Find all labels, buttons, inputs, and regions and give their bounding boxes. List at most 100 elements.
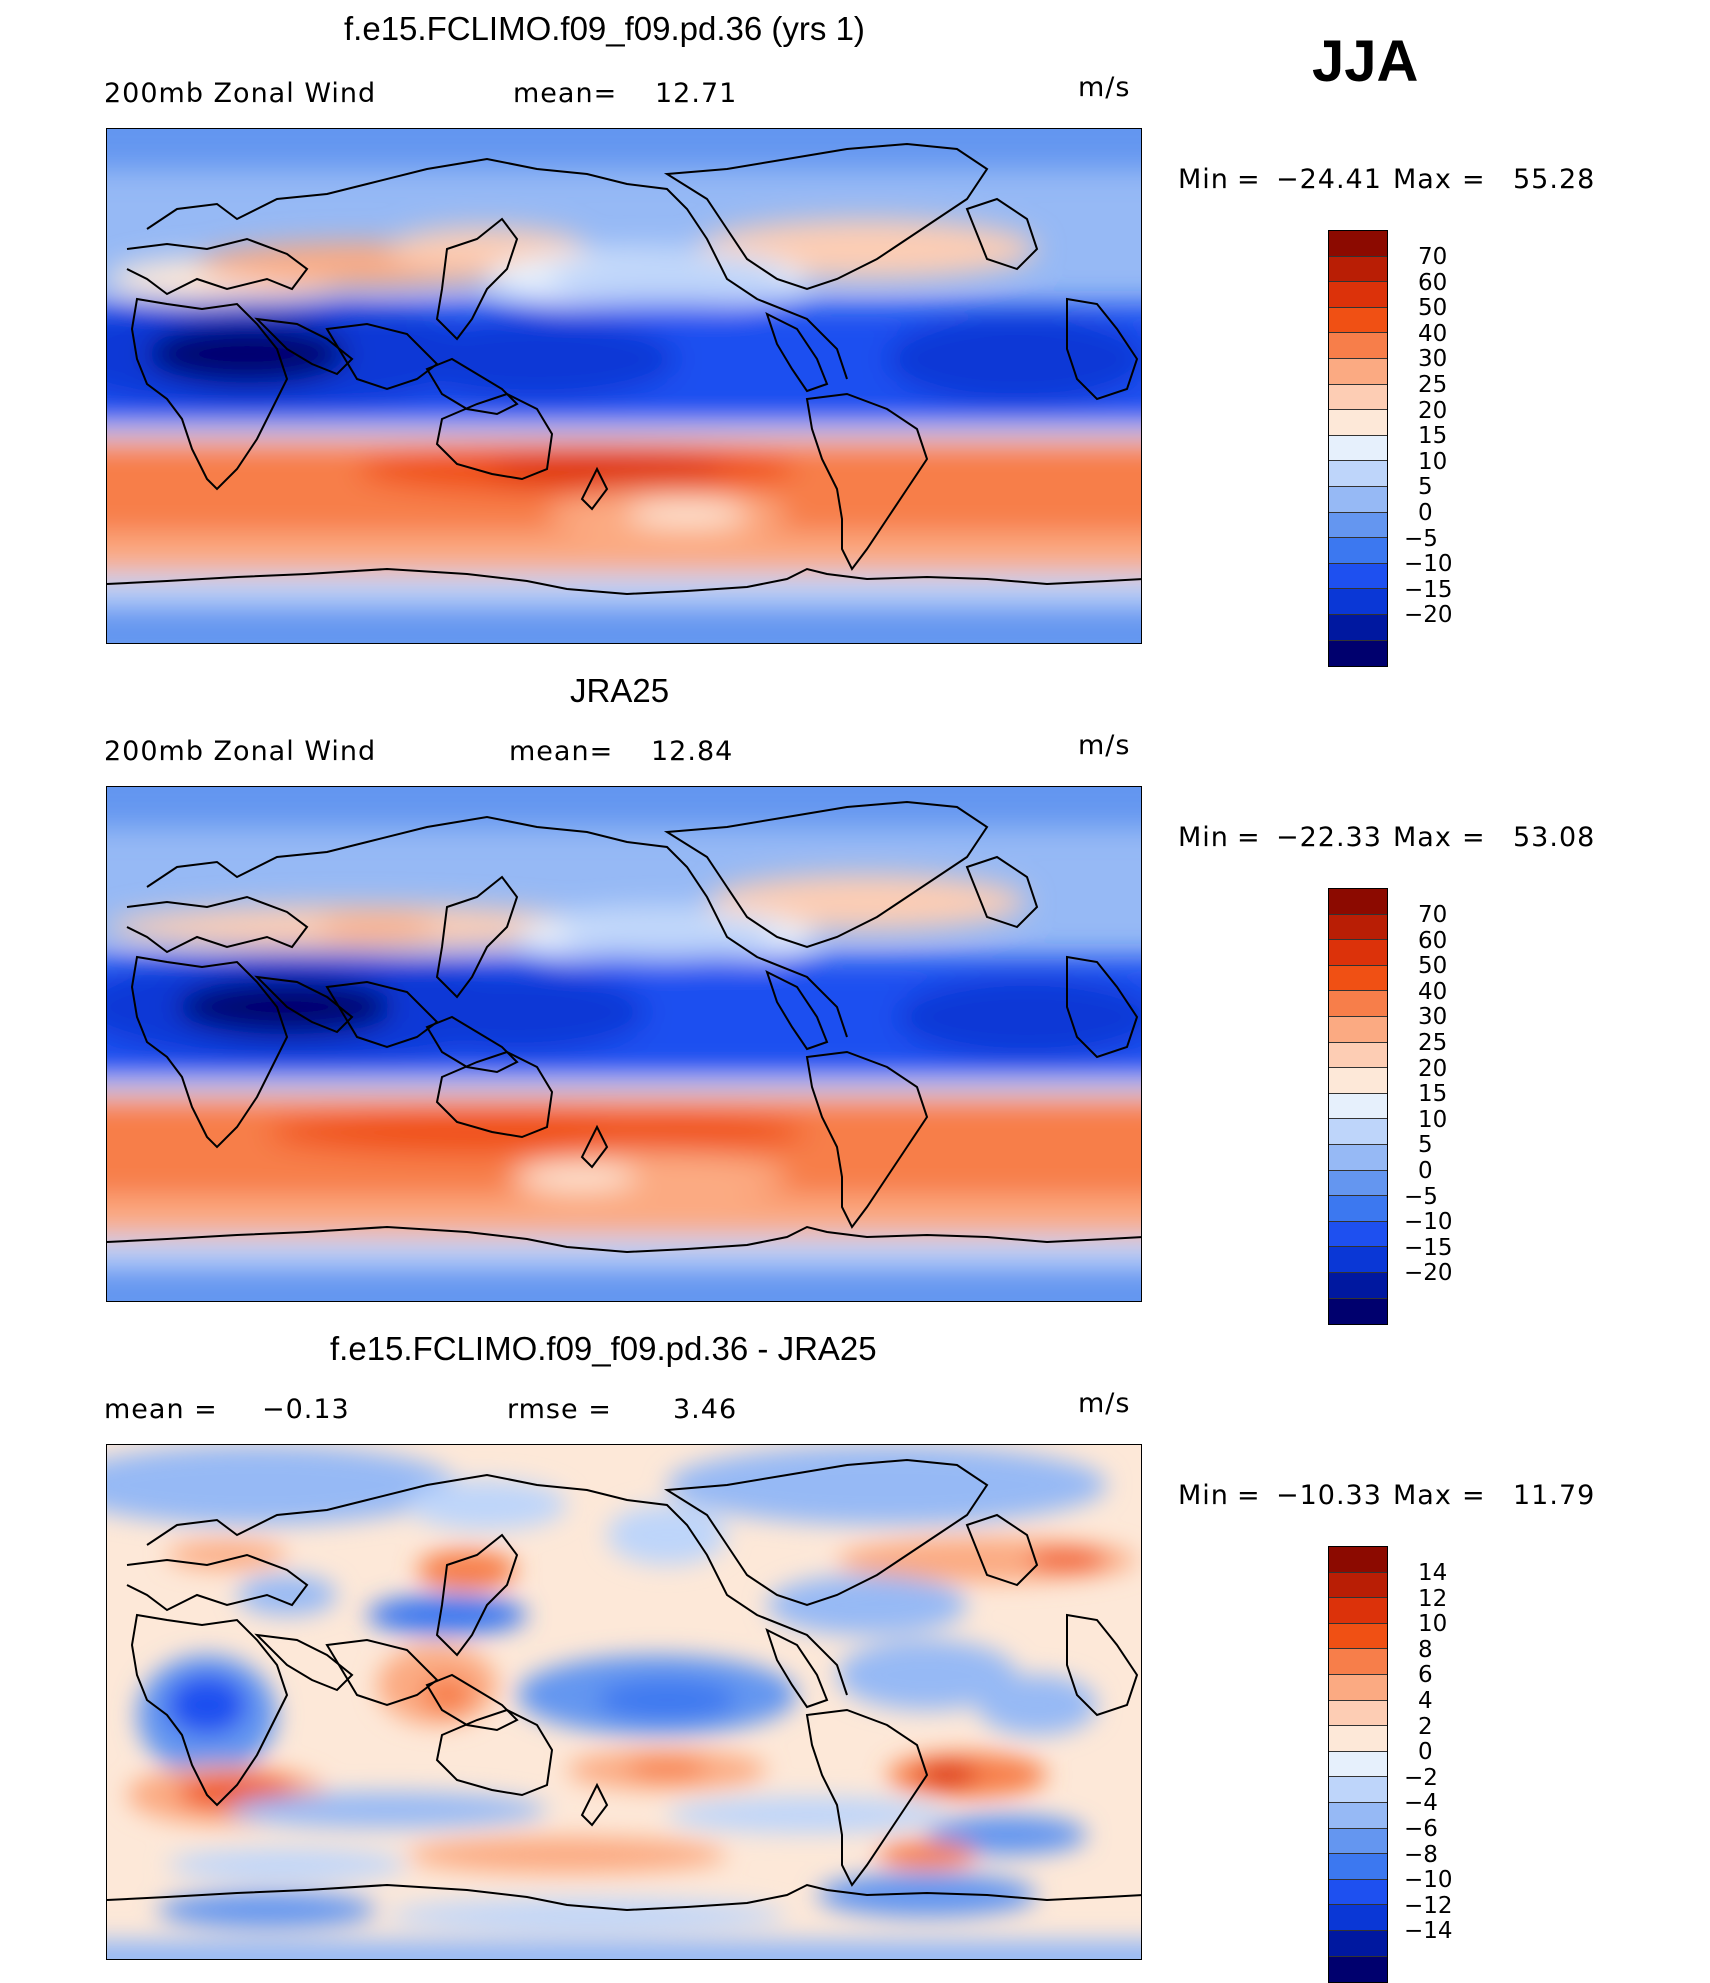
colorbar-tick-label: 0 <box>1418 1739 1433 1766</box>
panel1-max-value: 55.28 <box>1513 164 1596 195</box>
colorbar-tick-label: −12 <box>1404 1892 1453 1919</box>
colorbar-swatch <box>1329 1170 1387 1197</box>
colorbar-swatch <box>1329 1905 1387 1931</box>
colorbar-tick-label: 60 <box>1418 269 1448 296</box>
panel2-contour-field <box>107 787 1141 1301</box>
panel1-min-eq: = <box>1237 164 1261 195</box>
colorbar-tick-label: −15 <box>1404 576 1453 603</box>
colorbar-tick-label: 70 <box>1418 244 1448 270</box>
colorbar-tick-label: −10 <box>1404 1209 1453 1236</box>
colorbar-swatch <box>1329 461 1387 487</box>
colorbar-swatch <box>1329 1751 1387 1778</box>
panel3-rmse-label: rmse = <box>507 1394 612 1425</box>
panel2-title: JRA25 <box>570 672 670 709</box>
colorbar-swatch <box>1329 1777 1387 1803</box>
colorbar-tick-label: 14 <box>1418 1560 1448 1586</box>
panel2-max-eq: = <box>1462 822 1486 853</box>
colorbar-tick-label: −4 <box>1404 1790 1438 1817</box>
colorbar-swatch <box>1329 1572 1387 1599</box>
colorbar-tick-label: −20 <box>1404 1260 1453 1287</box>
colorbar-tick-label: 0 <box>1418 500 1433 526</box>
panel1-mean-value: 12.71 <box>655 78 738 109</box>
panel3-max-value: 11.79 <box>1513 1480 1596 1511</box>
colorbar-tick-label: 15 <box>1418 423 1448 450</box>
colorbar-tick-label: −5 <box>1404 525 1438 552</box>
colorbar-swatch <box>1329 1598 1387 1624</box>
colorbar-swatch <box>1329 563 1387 590</box>
panel3-mean-value: −0.13 <box>262 1394 350 1425</box>
panel2-map <box>106 786 1142 1302</box>
panel2-min-label: Min <box>1178 822 1229 853</box>
panel3-min-value: −10.33 <box>1276 1480 1382 1511</box>
panel3-mean-label: mean = <box>104 1394 218 1425</box>
panel2-mean-value: 12.84 <box>651 736 734 767</box>
colorbar-tick-label: 4 <box>1418 1688 1433 1714</box>
colorbar-swatch <box>1329 1802 1387 1829</box>
colorbar-tick-label: 10 <box>1418 1106 1448 1133</box>
colorbar-tick-label: 30 <box>1418 346 1448 373</box>
colorbar-tick-label: 8 <box>1418 1636 1433 1663</box>
colorbar-tick-label: 20 <box>1418 1055 1448 1082</box>
colorbar-swatch <box>1329 1119 1387 1145</box>
panel2-max-label: Max <box>1393 822 1452 853</box>
colorbar-tick-label: 10 <box>1418 448 1448 475</box>
panel1-contour-field <box>107 129 1141 643</box>
colorbar-tick-label: 50 <box>1418 295 1448 322</box>
colorbar-tick-label: −8 <box>1404 1841 1438 1868</box>
colorbar-tick-label: 25 <box>1418 372 1448 398</box>
panel3-contour-field <box>107 1445 1141 1959</box>
colorbar-swatch <box>1329 1547 1387 1573</box>
colorbar-tick-label: −10 <box>1404 551 1453 578</box>
colorbar-swatch <box>1329 538 1387 564</box>
season-label: JJA <box>1312 29 1419 94</box>
panel3-max-eq: = <box>1462 1480 1486 1511</box>
panel2-mean-label: mean= <box>509 736 614 767</box>
colorbar-tick-label: −20 <box>1404 602 1453 629</box>
colorbar-swatch <box>1329 1700 1387 1727</box>
colorbar-tick-label: 12 <box>1418 1585 1448 1612</box>
colorbar-tick-label: 40 <box>1418 978 1448 1005</box>
colorbar-swatch <box>1329 991 1387 1017</box>
colorbar-swatch <box>1329 1272 1387 1299</box>
colorbar-tick-label: 10 <box>1418 1611 1448 1638</box>
colorbar-swatch <box>1329 1674 1387 1701</box>
colorbar-tick-label: 0 <box>1418 1158 1433 1184</box>
panel1-variable-label: 200mb Zonal Wind <box>104 78 377 109</box>
panel2-variable-label: 200mb Zonal Wind <box>104 736 377 767</box>
colorbar-tick-label: 5 <box>1418 474 1433 501</box>
colorbar-swatch <box>1329 1828 1387 1855</box>
colorbar-tick-label: 50 <box>1418 953 1448 980</box>
colorbar-swatch <box>1329 889 1387 915</box>
panel3-min-label: Min <box>1178 1480 1229 1511</box>
colorbar-swatch <box>1329 1879 1387 1906</box>
colorbar-tick-label: 6 <box>1418 1662 1433 1689</box>
colorbar-swatch <box>1329 1221 1387 1248</box>
panel3-min-eq: = <box>1237 1480 1261 1511</box>
panel1-max-label: Max <box>1393 164 1452 195</box>
colorbar-swatch <box>1329 1649 1387 1675</box>
panel3-colorbar <box>1328 1546 1388 1983</box>
colorbar-tick-label: −5 <box>1404 1183 1438 1210</box>
colorbar-swatch <box>1329 1196 1387 1222</box>
colorbar-swatch <box>1329 1930 1387 1957</box>
colorbar-swatch <box>1329 1068 1387 1094</box>
colorbar-tick-label: 2 <box>1418 1713 1433 1740</box>
panel1-min-value: −24.41 <box>1276 164 1382 195</box>
colorbar-tick-label: 15 <box>1418 1081 1448 1108</box>
panel1-title: f.e15.FCLIMO.f09_f09.pd.36 (yrs 1) <box>344 10 865 47</box>
colorbar-swatch <box>1329 307 1387 334</box>
colorbar-tick-label: 70 <box>1418 902 1448 928</box>
colorbar-swatch <box>1329 1854 1387 1880</box>
colorbar-tick-label: 5 <box>1418 1132 1433 1159</box>
panel1-min-label: Min <box>1178 164 1229 195</box>
colorbar-swatch <box>1329 589 1387 615</box>
panel3-map <box>106 1444 1142 1960</box>
colorbar-swatch <box>1329 384 1387 411</box>
colorbar-tick-label: −15 <box>1404 1234 1453 1261</box>
panel3-units: m/s <box>1078 1388 1131 1419</box>
colorbar-tick-label: −14 <box>1404 1918 1453 1945</box>
colorbar-swatch <box>1329 231 1387 257</box>
colorbar-swatch <box>1329 1623 1387 1650</box>
colorbar-tick-label: 20 <box>1418 397 1448 424</box>
colorbar-swatch <box>1329 1298 1387 1325</box>
